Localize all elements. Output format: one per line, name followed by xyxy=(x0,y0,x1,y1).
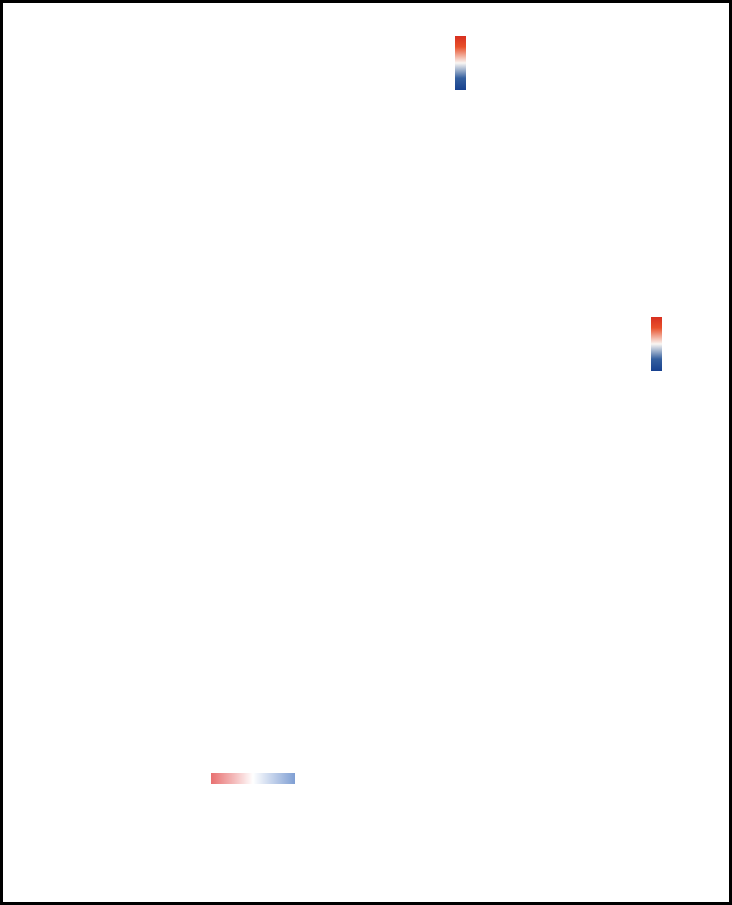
phi-matrix xyxy=(64,636,188,744)
os-km-plot xyxy=(361,756,596,905)
phi-colorbar xyxy=(211,773,295,784)
pfs-km-plot xyxy=(361,585,596,737)
heatmap-a-colorbar xyxy=(455,36,466,90)
heatmap-c-colorbar xyxy=(651,317,662,371)
heatmap-a-canvas xyxy=(25,43,333,253)
heatmap-c-canvas xyxy=(24,318,536,536)
